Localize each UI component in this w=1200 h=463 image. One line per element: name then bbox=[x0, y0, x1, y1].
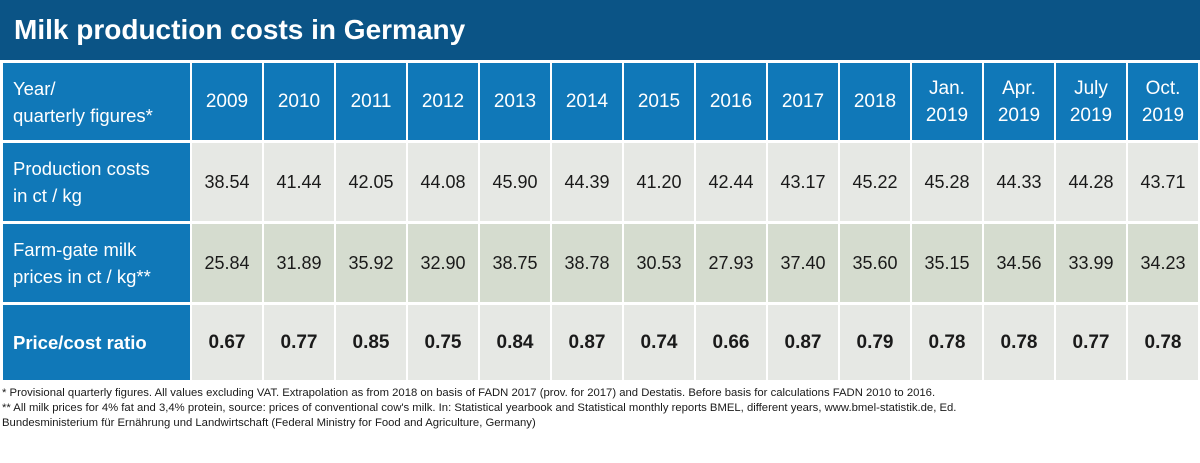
column-header: 2015 bbox=[624, 63, 694, 140]
column-header: 2010 bbox=[264, 63, 334, 140]
table-cell: 41.44 bbox=[264, 143, 334, 221]
row-header-line: prices in ct / kg** bbox=[13, 266, 151, 287]
table-cell: 37.40 bbox=[768, 224, 838, 302]
table-cell: 25.84 bbox=[192, 224, 262, 302]
column-header-line: 2014 bbox=[565, 91, 609, 112]
table-cell: 0.87 bbox=[552, 305, 622, 380]
column-header-line: 2019 bbox=[1141, 104, 1185, 126]
corner-header: Year/quarterly figures* bbox=[3, 63, 190, 140]
farm-gate-prices-row: Farm-gate milk prices in ct / kg** 25.84 31… bbox=[3, 224, 1198, 302]
table-cell: 0.85 bbox=[336, 305, 406, 380]
corner-header-line: Year/ bbox=[13, 77, 56, 99]
column-header-line: July bbox=[1074, 77, 1108, 99]
column-header: 2013 bbox=[480, 63, 550, 140]
column-header: Oct. 2019 bbox=[1128, 63, 1198, 140]
column-header: 2016 bbox=[696, 63, 766, 140]
production-costs-row: Production costs in ct / kg 38.54 41.44 42.0… bbox=[3, 143, 1198, 221]
table-cell: 31.89 bbox=[264, 224, 334, 302]
column-header: 2018 bbox=[840, 63, 910, 140]
table-cell: 45.90 bbox=[480, 143, 550, 221]
data-table: Year/quarterly figures* 2009 2010 2011 2012… bbox=[1, 60, 1200, 383]
table-cell: 44.39 bbox=[552, 143, 622, 221]
price-cost-ratio-row: Price/cost ratio 0.67 0.77 0.85 0.75 0.84 0.87… bbox=[3, 305, 1198, 380]
table-cell: 0.67 bbox=[192, 305, 262, 380]
table-cell: 42.44 bbox=[696, 143, 766, 221]
table-cell: 44.28 bbox=[1056, 143, 1126, 221]
row-header: Farm-gate milk prices in ct / kg** bbox=[3, 224, 190, 302]
table-cell: 0.78 bbox=[1128, 305, 1198, 380]
column-header: 2012 bbox=[408, 63, 478, 140]
header-row: Year/quarterly figures* 2009 2010 2011 2012… bbox=[3, 63, 1198, 140]
table-cell: 34.23 bbox=[1128, 224, 1198, 302]
table-cell: 33.99 bbox=[1056, 224, 1126, 302]
table-cell: 34.56 bbox=[984, 224, 1054, 302]
table-cell: 35.15 bbox=[912, 224, 982, 302]
table-cell: 0.84 bbox=[480, 305, 550, 380]
column-header-line: Jan. bbox=[929, 77, 965, 99]
column-header-line: 2012 bbox=[421, 91, 465, 112]
table-cell: 0.87 bbox=[768, 305, 838, 380]
table-cell: 0.66 bbox=[696, 305, 766, 380]
table-cell: 44.08 bbox=[408, 143, 478, 221]
row-header: Production costs in ct / kg bbox=[3, 143, 190, 221]
footnotes: * Provisional quarterly figures. All val… bbox=[0, 386, 1200, 431]
footnote-line: Bundesministerium für Ernährung und Land… bbox=[2, 417, 536, 429]
column-header-line: 2019 bbox=[997, 104, 1041, 126]
column-header-line: 2019 bbox=[925, 104, 969, 126]
row-header-line: Production costs bbox=[13, 158, 150, 179]
footnote-line: ** All milk prices for 4% fat and 3,4% p… bbox=[2, 402, 957, 414]
column-header: 2017 bbox=[768, 63, 838, 140]
table-cell: 0.79 bbox=[840, 305, 910, 380]
column-header-line: 2013 bbox=[493, 91, 537, 112]
footnote-line: * Provisional quarterly figures. All val… bbox=[2, 387, 936, 399]
table-cell: 0.78 bbox=[984, 305, 1054, 380]
table-cell: 0.77 bbox=[264, 305, 334, 380]
column-header-line: 2017 bbox=[781, 91, 825, 112]
table-cell: 42.05 bbox=[336, 143, 406, 221]
table-cell: 27.93 bbox=[696, 224, 766, 302]
table-cell: 35.92 bbox=[336, 224, 406, 302]
column-header-line: 2018 bbox=[853, 91, 897, 112]
table-cell: 0.78 bbox=[912, 305, 982, 380]
column-header-line: 2015 bbox=[637, 91, 681, 112]
column-header-line: 2016 bbox=[709, 91, 753, 112]
column-header-line: 2010 bbox=[277, 91, 321, 112]
table-cell: 41.20 bbox=[624, 143, 694, 221]
table-cell: 38.75 bbox=[480, 224, 550, 302]
column-header-line: 2011 bbox=[350, 91, 392, 112]
table-cell: 43.17 bbox=[768, 143, 838, 221]
column-header: 2011 bbox=[336, 63, 406, 140]
column-header: 2014 bbox=[552, 63, 622, 140]
table-cell: 38.54 bbox=[192, 143, 262, 221]
row-header-line: Farm-gate milk bbox=[13, 239, 137, 260]
table-cell: 45.28 bbox=[912, 143, 982, 221]
table-cell: 0.74 bbox=[624, 305, 694, 380]
table-cell: 44.33 bbox=[984, 143, 1054, 221]
table-cell: 43.71 bbox=[1128, 143, 1198, 221]
table-cell: 30.53 bbox=[624, 224, 694, 302]
table-cell: 35.60 bbox=[840, 224, 910, 302]
column-header-line: 2009 bbox=[205, 91, 249, 112]
row-header-line: in ct / kg bbox=[13, 185, 82, 206]
column-header-line: 2019 bbox=[1069, 104, 1113, 126]
column-header-line: Apr. bbox=[1002, 77, 1036, 99]
column-header: 2009 bbox=[192, 63, 262, 140]
chart-title: Milk production costs in Germany bbox=[0, 0, 1200, 60]
table-cell: 0.77 bbox=[1056, 305, 1126, 380]
table-cell: 45.22 bbox=[840, 143, 910, 221]
table-cell: 32.90 bbox=[408, 224, 478, 302]
row-header-line: Price/cost ratio bbox=[13, 332, 147, 353]
table-cell: 38.78 bbox=[552, 224, 622, 302]
column-header: Jan. 2019 bbox=[912, 63, 982, 140]
column-header: July 2019 bbox=[1056, 63, 1126, 140]
row-header: Price/cost ratio bbox=[3, 305, 190, 380]
column-header: Apr. 2019 bbox=[984, 63, 1054, 140]
table-cell: 0.75 bbox=[408, 305, 478, 380]
column-header-line: Oct. bbox=[1145, 77, 1181, 99]
corner-header-line: quarterly figures* bbox=[13, 104, 153, 126]
